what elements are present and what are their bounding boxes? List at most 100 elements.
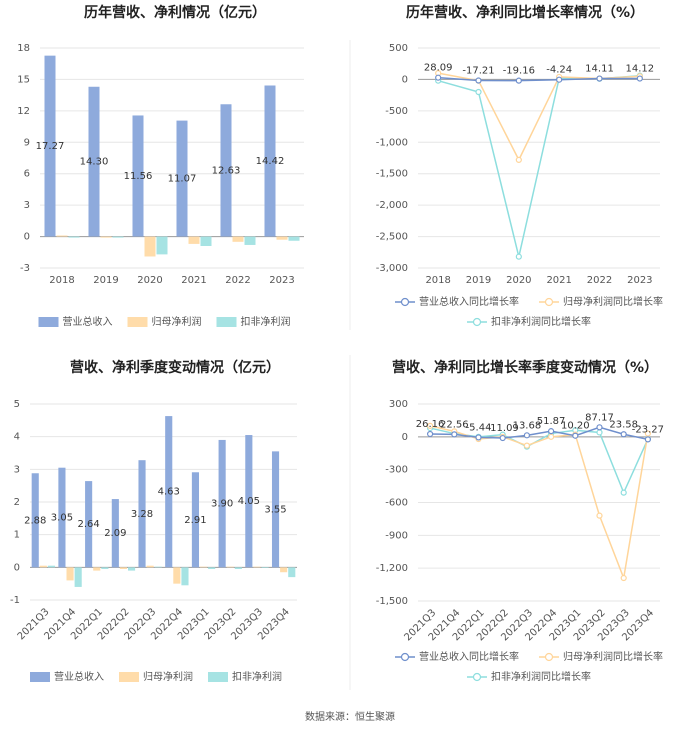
legend-label: 营业总收入 — [63, 315, 113, 328]
legend-swatch — [38, 317, 59, 327]
bar — [232, 236, 244, 242]
bar — [111, 499, 119, 568]
bar — [220, 104, 232, 237]
legend-label: 归母净利润同比增长率 — [563, 295, 663, 308]
bar — [119, 567, 128, 569]
legend-label: 归母净利润 — [152, 315, 202, 328]
bar — [132, 115, 144, 237]
point — [572, 432, 579, 439]
x-tick-label: 2019 — [466, 275, 491, 286]
y-tick-label: -1,200 — [376, 563, 408, 574]
value-label: 3.28 — [131, 509, 153, 520]
y-tick-label: 15 — [17, 74, 30, 85]
y-tick-label: -1,500 — [376, 596, 408, 607]
y-tick-label: 3 — [24, 200, 30, 211]
x-tick-label: 2023 — [627, 275, 652, 286]
value-label: 14.30 — [80, 157, 109, 168]
y-tick-label: 500 — [389, 43, 408, 54]
y-tick-label: 12 — [17, 106, 30, 117]
bar — [181, 567, 189, 586]
value-label: 13.68 — [513, 420, 542, 431]
point — [475, 88, 482, 96]
chart-title: 营收、净利同比增长率季度变动情况（%） — [392, 359, 658, 376]
y-tick-label: 2 — [14, 497, 20, 508]
point — [596, 424, 603, 431]
value-label: -17.21 — [462, 66, 494, 77]
point — [427, 422, 434, 429]
y-tick-label: -1,500 — [376, 169, 408, 180]
value-label: 3.55 — [264, 504, 286, 515]
bar — [39, 565, 47, 568]
bar — [226, 566, 234, 568]
chart-title: 历年营收、净利情况（亿元） — [84, 4, 266, 21]
legend-swatch — [216, 317, 237, 327]
bar — [112, 236, 124, 238]
y-tick-label: 300 — [389, 399, 408, 410]
line — [430, 426, 649, 441]
bar — [208, 567, 216, 569]
bar — [280, 567, 288, 573]
bar — [88, 86, 100, 237]
y-tick-label: 1 — [14, 530, 20, 541]
chart-title: 营收、净利季度变动情况（亿元） — [70, 359, 280, 376]
legend-label: 归母净利润同比增长率 — [563, 650, 663, 663]
point — [523, 432, 531, 439]
value-label: 11.07 — [168, 174, 197, 185]
x-tick-label: 2022 — [225, 275, 250, 286]
y-tick-label: -3,000 — [376, 263, 408, 274]
point — [475, 77, 482, 84]
value-label: 2.91 — [184, 515, 206, 526]
legend-label: 扣非净利润 — [241, 315, 291, 328]
legend-swatch — [472, 317, 482, 327]
y-tick-label: 0 — [24, 232, 30, 243]
value-label: 10.20 — [561, 421, 590, 432]
bar — [47, 565, 56, 568]
value-label: 2.09 — [104, 528, 126, 539]
legend-label: 营业总收入同比增长率 — [419, 295, 519, 308]
x-tick-label: 2023 — [269, 275, 294, 286]
value-label: -5.44 — [466, 422, 492, 433]
bar — [288, 567, 296, 578]
value-label: 14.42 — [256, 156, 285, 167]
legend-swatch — [119, 672, 139, 682]
bar — [144, 236, 156, 257]
point — [427, 430, 434, 438]
value-label: 17.27 — [36, 141, 65, 152]
value-label: 11.56 — [124, 171, 153, 182]
legend-swatch — [400, 652, 410, 662]
bar — [253, 566, 261, 568]
point — [644, 430, 652, 437]
value-label: 14.12 — [626, 64, 655, 75]
x-tick-label: 2022 — [587, 275, 612, 286]
y-tick-label: -300 — [385, 465, 408, 476]
value-label: 2.64 — [77, 519, 99, 530]
line — [429, 427, 649, 495]
bar — [93, 567, 101, 571]
bar — [200, 236, 212, 246]
point — [515, 156, 522, 163]
y-tick-label: -2,500 — [376, 232, 408, 243]
y-tick-label: -900 — [385, 530, 408, 541]
legend-swatch — [30, 672, 50, 682]
value-label: 26.16 — [416, 419, 445, 430]
legend-label: 扣非净利润同比增长率 — [491, 315, 591, 328]
value-label: 28.09 — [424, 63, 453, 74]
y-tick-label: -1,000 — [376, 137, 408, 148]
footer: 数据来源：恒生聚源 — [305, 710, 395, 723]
value-label: 87.17 — [585, 412, 614, 423]
value-label: 3.90 — [211, 499, 233, 510]
bar — [68, 236, 80, 238]
y-tick-label: -600 — [385, 498, 408, 509]
point — [620, 489, 627, 496]
legend-label: 扣非净利润 — [232, 670, 282, 683]
x-tick-label: 2021 — [546, 275, 571, 286]
bar — [234, 567, 242, 569]
y-tick-label: 0 — [402, 74, 408, 85]
y-tick-label: 4 — [14, 432, 20, 443]
value-label: -23.27 — [632, 424, 664, 435]
y-tick-label: 0 — [14, 562, 20, 573]
point — [556, 76, 563, 83]
point — [475, 434, 482, 441]
bar — [218, 439, 226, 568]
